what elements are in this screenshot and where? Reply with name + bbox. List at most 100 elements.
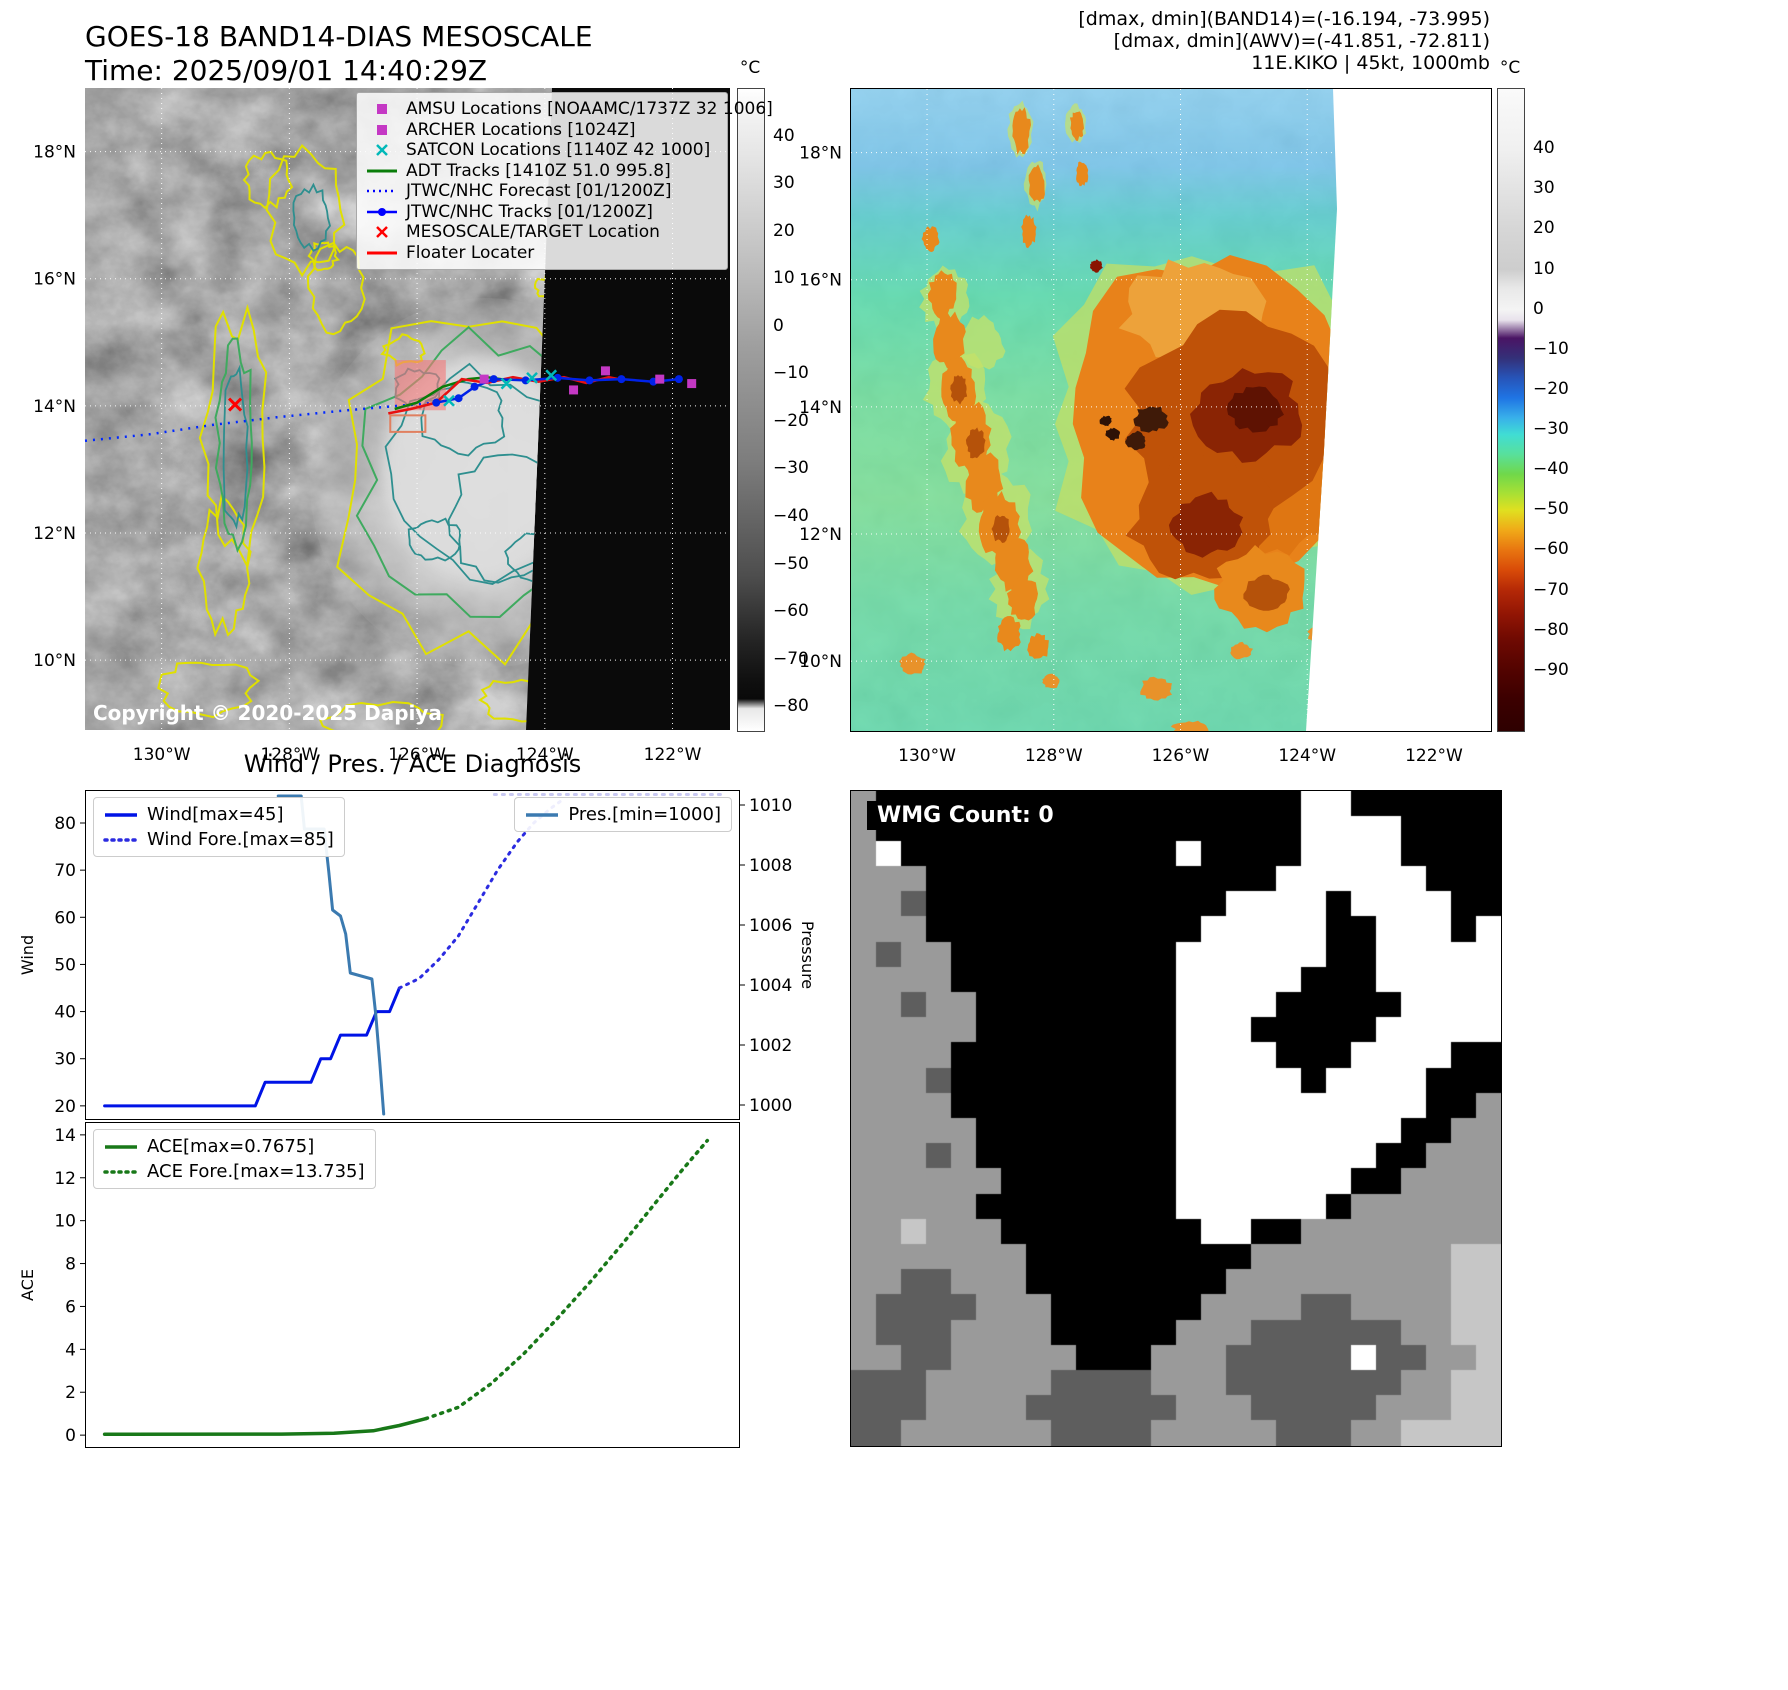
colorbar-tick-label: 30 xyxy=(1533,178,1555,199)
ir-contour xyxy=(384,362,552,585)
jtwc-track-point xyxy=(674,375,683,384)
colorbar-tick-label: −30 xyxy=(1533,419,1569,440)
cloud-blob xyxy=(1105,427,1120,441)
copyright-label: Copyright © 2020-2025 Dapiya xyxy=(93,701,442,725)
cloud-blob xyxy=(1069,111,1084,141)
lat-lon-grid xyxy=(85,88,730,730)
storm-id-intensity: 11E.KIKO | 45kt, 1000mb xyxy=(1251,52,1490,74)
series-ace-fore- xyxy=(423,1138,710,1421)
chart-legend-item: ACE[max=0.7675] xyxy=(104,1134,365,1159)
legend-item: SATCON Locations [1140Z 42 1000] xyxy=(365,140,719,161)
colorbar-tick-label: 0 xyxy=(773,315,784,336)
ir-contour xyxy=(242,150,294,210)
colorbar-unit: °C xyxy=(1499,58,1521,78)
amsu-marker xyxy=(655,374,665,384)
chart-legend: Pres.[min=1000] xyxy=(514,797,732,832)
cloud-blob xyxy=(899,652,926,675)
lat-tick-label: 18°N xyxy=(33,143,76,163)
legend-item-label: AMSU Locations [NOAAMC/1737Z 32 1006] xyxy=(406,99,773,120)
chart-legend-item: Wind[max=45] xyxy=(104,802,334,827)
jtwc-track-point xyxy=(470,382,479,391)
colorbar-tick-label: 20 xyxy=(1533,218,1555,239)
wmg-count-label: WMG Count: 0 xyxy=(867,801,1064,830)
map-legend: AMSU Locations [NOAAMC/1737Z 32 1006] ARC… xyxy=(356,92,773,270)
colorbar-tick-label: −20 xyxy=(1533,378,1569,399)
cloud-blob xyxy=(1021,214,1037,249)
cloud-blob xyxy=(1227,386,1284,433)
chart-legend-item: Pres.[min=1000] xyxy=(525,802,721,827)
awv-colorbar: °C 40 30 20 10 0 −10 −20 −30 −40 −50 −60 −70 −80 −90 xyxy=(1497,58,1577,732)
colorbar-tick-label: −90 xyxy=(1533,659,1569,680)
lon-tick-label: 126°W xyxy=(1152,746,1210,766)
x-marker-icon xyxy=(376,144,388,157)
colorbar-tick-label: −40 xyxy=(773,506,809,526)
band14-colorbar: °C 40 30 20 10 0 −10 −20 −30 −40 −50 −60 −70 −80 xyxy=(737,58,817,732)
y-tick-label: 4 xyxy=(65,1340,76,1360)
colorbar-tick-label: −10 xyxy=(773,363,809,384)
colorbar-tick-label: −40 xyxy=(1533,459,1569,480)
legend-item-label: JTWC/NHC Forecast [01/1200Z] xyxy=(406,181,672,202)
legend-item: AMSU Locations [NOAAMC/1737Z 32 1006] xyxy=(365,99,773,120)
chart-legend-label: Wind[max=45] xyxy=(147,804,284,825)
cloud-blob xyxy=(1099,415,1112,427)
chart-legend-label: Pres.[min=1000] xyxy=(568,804,721,825)
amsu-marker xyxy=(569,385,579,395)
lat-tick-label: 14°N xyxy=(33,397,76,417)
jtwc-track-point xyxy=(585,376,594,385)
jtwc-track-point xyxy=(432,398,441,407)
colorbar-tick-label: −20 xyxy=(773,410,809,431)
colorbar-tick-label: 10 xyxy=(773,268,795,289)
lat-lon-grid xyxy=(851,89,1491,731)
band14-colorbar-gradient xyxy=(737,88,765,732)
dotted-marker-icon xyxy=(367,190,397,193)
y2-tick-label: 1006 xyxy=(749,916,792,936)
colorbar-tick-label: −60 xyxy=(773,601,809,622)
lat-tick-label: 14°N xyxy=(799,398,842,418)
legend-item-label: JTWC/NHC Tracks [01/1200Z] xyxy=(406,201,653,222)
cloud-blob xyxy=(1076,161,1089,187)
colorbar-tick-label: 40 xyxy=(1533,138,1555,159)
legend-item: MESOSCALE/TARGET Location xyxy=(365,222,719,243)
y-tick-label: 6 xyxy=(65,1297,76,1317)
lon-tick-label: 122°W xyxy=(644,745,702,765)
cloud-blob xyxy=(1027,633,1049,659)
lon-tick-label: 130°W xyxy=(898,746,956,766)
line-marker-icon xyxy=(367,169,397,173)
cloud-blob xyxy=(1168,491,1244,558)
awv-satellite-image: 18°N 16°N 14°N 12°N 10°N 130°W 128°W 126°W 124°W… xyxy=(799,89,1491,766)
colorbar-tick-label: −30 xyxy=(773,458,809,479)
ir-contour xyxy=(336,320,552,666)
cloud-blob xyxy=(921,226,940,252)
cloud-blob xyxy=(1090,259,1103,273)
chart-legend-label: ACE[max=0.7675] xyxy=(147,1136,315,1157)
cloud-blob xyxy=(1243,574,1290,611)
y2-tick-label: 1010 xyxy=(749,796,792,816)
square-marker-icon xyxy=(377,124,387,135)
lon-tick-label: 126°W xyxy=(388,745,446,765)
band14-map-panel: 18°N 16°N 14°N 12°N 10°N 130°W 128°W 126°W 124°W… xyxy=(33,88,773,765)
y-tick-label: 40 xyxy=(54,1003,76,1023)
right-axis-label: Pressure xyxy=(798,921,817,989)
y-tick-label: 50 xyxy=(54,955,76,975)
colorbar-tick-label: −80 xyxy=(1533,619,1569,640)
cloud-blob xyxy=(991,515,1010,543)
jtwc-track-point xyxy=(617,375,626,384)
legend-item-label: ADT Tracks [1410Z 51.0 995.8] xyxy=(406,160,671,181)
amsu-marker xyxy=(600,366,610,376)
dmax-dmin-band14: [dmax, dmin](BAND14)=(-16.194, -73.995) xyxy=(1078,8,1490,30)
wmg-image xyxy=(851,791,1501,1446)
legend-item: JTWC/NHC Forecast [01/1200Z] xyxy=(365,181,719,202)
awv-map-panel: 18°N 16°N 14°N 12°N 10°N 130°W 128°W 126°W 124°W… xyxy=(799,88,1492,766)
legend-item-label: Floater Locater xyxy=(406,242,535,263)
satcon-marker xyxy=(526,371,538,384)
cloud-blob xyxy=(1042,673,1060,689)
satcon-marker xyxy=(500,377,513,390)
cloud-blob xyxy=(965,427,986,459)
lat-tick-label: 12°N xyxy=(799,525,842,545)
chart-legend-label: Wind Fore.[max=85] xyxy=(147,829,334,850)
y2-tick-label: 1008 xyxy=(749,856,792,876)
legend-item-label: SATCON Locations [1140Z 42 1000] xyxy=(406,140,711,161)
colorbar-tick-label: 40 xyxy=(773,125,795,146)
lat-tick-label: 10°N xyxy=(33,651,76,671)
lon-tick-label: 124°W xyxy=(1278,746,1336,766)
